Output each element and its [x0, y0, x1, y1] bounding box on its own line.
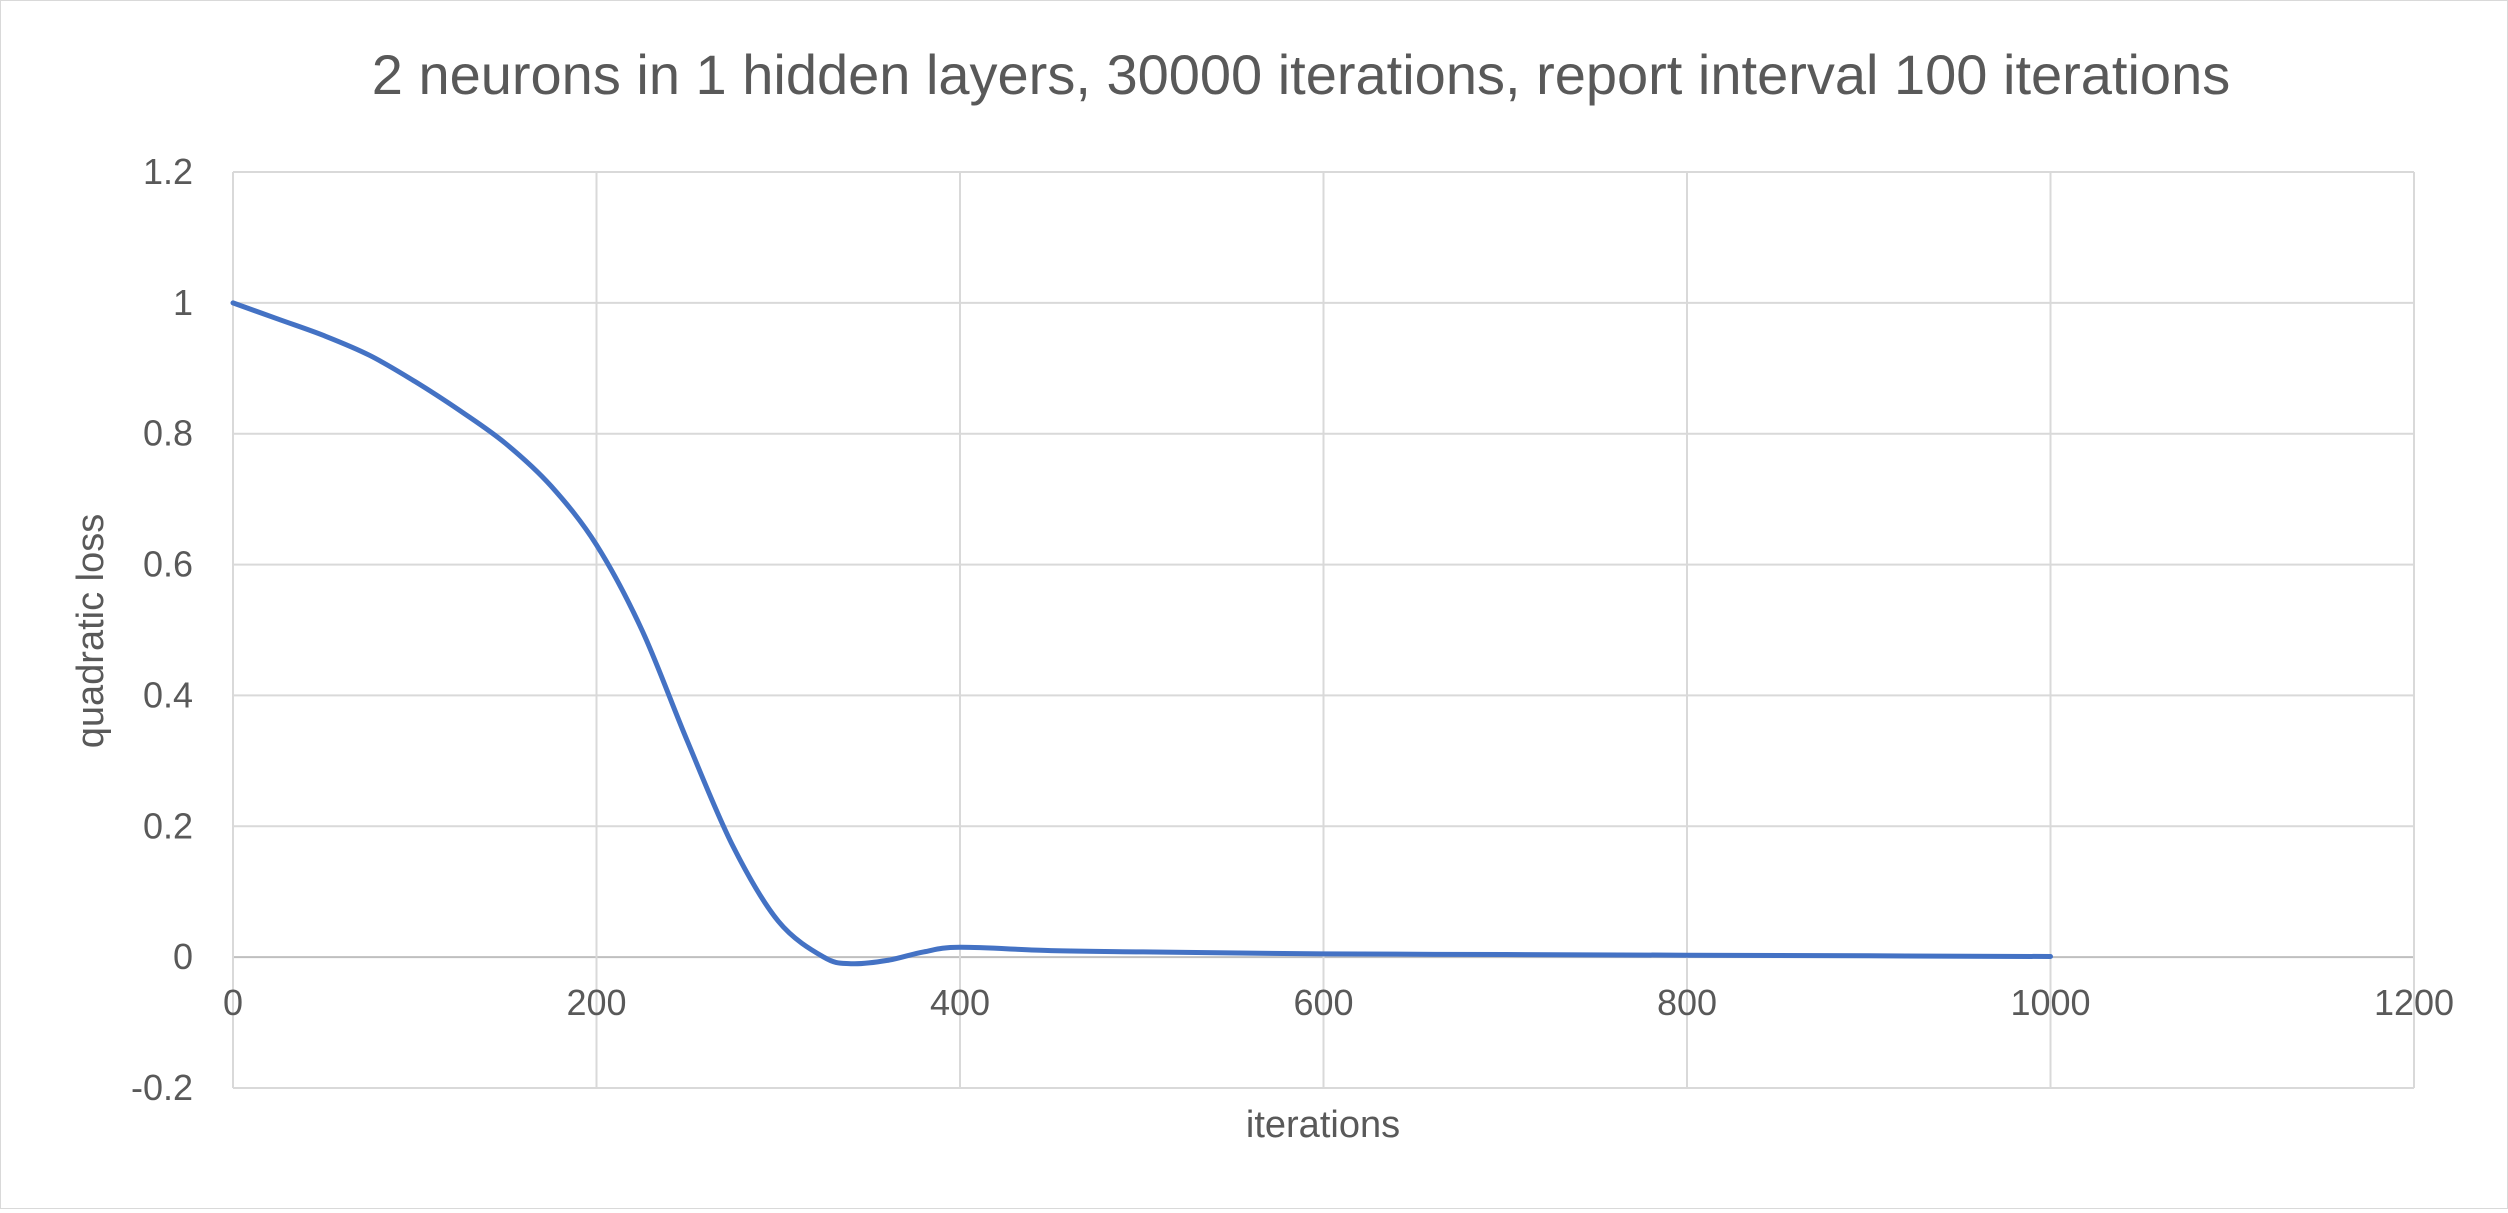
y-tick-label: 1: [173, 282, 193, 323]
y-axis-title: quadratic loss: [70, 514, 112, 748]
series-group: [230, 300, 2053, 967]
y-tick-label: -0.2: [131, 1067, 193, 1108]
gridlines: [232, 171, 2415, 1089]
y-tick-label: 0.6: [143, 544, 193, 585]
x-tick-label: 0: [223, 982, 243, 1023]
x-tick-label: 1000: [2010, 982, 2090, 1023]
x-tick-label: 400: [930, 982, 990, 1023]
series-line: [230, 300, 2053, 967]
y-tick-labels: -0.2 0 0.2 0.4 0.6 0.8 1 1.2: [131, 151, 193, 1108]
chart-title: 2 neurons in 1 hidden layers, 30000 iter…: [372, 43, 2230, 106]
x-tick-label: 800: [1657, 982, 1717, 1023]
y-tick-label: 1.2: [143, 151, 193, 192]
x-tick-label: 1200: [2374, 982, 2454, 1023]
y-tick-label: 0.2: [143, 805, 193, 846]
x-tick-label: 600: [1293, 982, 1353, 1023]
y-tick-label: 0.8: [143, 413, 193, 454]
x-tick-labels: 0 200 400 600 800 1000 1200: [223, 982, 2454, 1023]
y-tick-label: 0: [173, 936, 193, 977]
y-tick-label: 0.4: [143, 674, 193, 715]
x-axis-title: iterations: [1246, 1104, 1400, 1146]
x-tick-label: 200: [566, 982, 626, 1023]
